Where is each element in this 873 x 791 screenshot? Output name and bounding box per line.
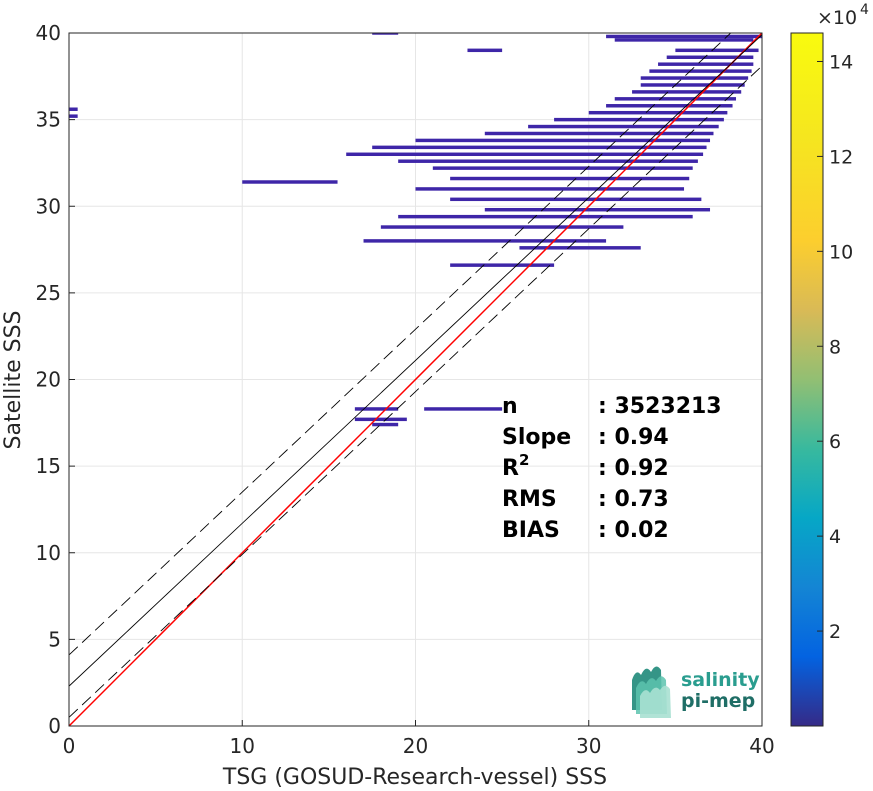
density-segment-7 (649, 69, 752, 73)
stat-label-4: BIAS (502, 518, 560, 543)
colorbar-ticks: 2 4 6 8 10 12 14 (817, 51, 853, 643)
density-segment-19 (346, 152, 704, 157)
stat-superscript-2: 2 (519, 451, 529, 469)
stat-label-2: R2 (502, 451, 529, 481)
stat-label-1: Slope (502, 425, 571, 450)
colorbar (790, 32, 824, 727)
reference-lines (69, 33, 762, 726)
density-segment-10 (632, 90, 742, 94)
density-segment-16 (484, 131, 714, 136)
density-segment-22 (242, 180, 338, 184)
stat-value-4: : 0.02 (598, 518, 669, 543)
density-segment-6 (658, 62, 754, 66)
ref-line-one-to-one (69, 33, 762, 726)
density-segment-32 (354, 407, 399, 411)
x-tick-label-0: 0 (63, 734, 76, 758)
y-tick-label-3: 15 (36, 454, 61, 478)
y-axis-ticks: 0 5 10 15 20 25 30 35 40 (36, 21, 75, 738)
colorbar-tick-label-6: 14 (829, 51, 853, 73)
x-tick-label-3: 30 (576, 734, 601, 758)
density-segment-5 (666, 55, 754, 59)
colorbar-tick-label-5: 12 (829, 146, 853, 168)
stat-label-3: RMS (502, 487, 557, 512)
y-axis-label: Satellite SSS (1, 311, 26, 450)
y-tick-label-7: 35 (36, 108, 61, 132)
stat-value-0: : 3523213 (598, 394, 722, 419)
x-axis-ticks: 0 10 20 30 40 (63, 720, 775, 758)
colorbar-tick-label-3: 8 (829, 336, 841, 358)
density-segment-34 (354, 417, 407, 422)
density-segment-28 (380, 225, 624, 229)
density-segment-12 (606, 104, 733, 108)
stat-label-0: n (502, 394, 518, 419)
stat-value-1: : 0.94 (598, 425, 669, 450)
colorbar-tick-label-0: 2 (829, 621, 841, 643)
density-segment-4 (675, 48, 759, 53)
density-segment-0 (372, 33, 399, 35)
density-segment-29 (363, 239, 607, 243)
colorbar-tick-label-2: 6 (829, 431, 841, 453)
density-segment-23 (450, 176, 690, 181)
density-segment-1 (606, 34, 762, 39)
stat-value-2: : 0.92 (598, 456, 669, 481)
statistics-box: n : 3523213 Slope : 0.94 R2 : 0.92 RMS : 0.73 BI… (502, 394, 722, 543)
density-segment-21 (432, 166, 693, 170)
density-segment-30 (519, 246, 641, 250)
density-segment-35 (372, 422, 399, 427)
ref-line-regression-lower (69, 65, 762, 718)
density-segment-37 (69, 114, 78, 118)
colorbar-tick-label-4: 10 (829, 241, 853, 263)
density-segment-9 (640, 83, 745, 87)
density-segment-15 (528, 124, 719, 129)
colorbar-exponent-power: 4 (860, 2, 869, 18)
y-tick-label-1: 5 (48, 627, 61, 651)
density-segment-36 (69, 107, 78, 111)
density-segment-17 (415, 138, 711, 143)
density-segment-26 (484, 207, 711, 212)
y-tick-label-2: 10 (36, 541, 61, 565)
ref-line-regression-upper (69, 33, 732, 656)
y-tick-label-6: 30 (36, 194, 61, 218)
density-segment-33 (424, 407, 503, 411)
y-tick-label-8: 40 (36, 21, 61, 45)
density-segment-2 (614, 38, 754, 42)
density-segment-24 (415, 187, 685, 191)
density-segment-3 (467, 48, 503, 53)
colorbar-exponent-base: ×10 (817, 7, 857, 29)
colorbar-exponent: ×10 4 (817, 2, 869, 29)
density-segment-13 (588, 110, 728, 115)
x-tick-label-1: 10 (230, 734, 255, 758)
y-tick-label-4: 20 (36, 368, 61, 392)
stat-value-3: : 0.73 (598, 487, 669, 512)
density-segment-31 (450, 263, 555, 267)
logo-text-pimep: pi-mep (681, 690, 755, 712)
x-axis-label: TSG (GOSUD-Research-vessel) SSS (222, 765, 607, 790)
x-tick-label-4: 40 (749, 734, 774, 758)
colorbar-tick-label-1: 4 (829, 526, 841, 548)
salinity-pi-mep-logo: salinity pi-mep (632, 666, 760, 718)
density-segment-11 (614, 97, 737, 101)
x-tick-label-2: 20 (403, 734, 428, 758)
ref-line-regression (69, 34, 762, 687)
y-tick-label-0: 0 (48, 714, 61, 738)
density-segment-27 (398, 214, 693, 219)
density-segment-25 (450, 197, 702, 202)
y-tick-label-5: 25 (36, 281, 61, 305)
wave-logo-icon (632, 666, 671, 718)
density-segment-20 (398, 159, 698, 163)
logo-text-salinity: salinity (681, 669, 760, 691)
density-segment-8 (640, 76, 749, 80)
density-segment-18 (372, 145, 707, 150)
